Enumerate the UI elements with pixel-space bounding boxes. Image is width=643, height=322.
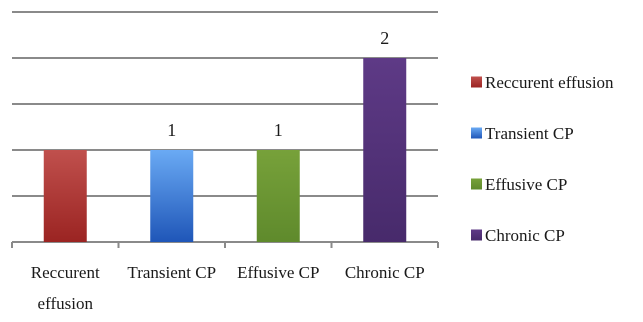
category-label-line: Reccurent [31,263,100,282]
legend-label-2: Transient CP [485,124,574,143]
data-label-3: 1 [274,120,283,140]
category-label-line: Transient CP [127,263,216,282]
category-label-line: Chronic CP [345,263,425,282]
category-label-line: effusion [38,294,94,313]
legend-swatch-3 [471,178,482,190]
legend-swatch-1 [471,76,482,88]
bar-3 [256,150,300,242]
data-label-4: 2 [380,28,389,48]
category-label-4: Chronic CP [345,263,425,282]
category-labels: Reccurent effusion Transient CP Effusive CP… [31,263,425,313]
legend-label-4: Chronic CP [485,226,565,245]
category-label-1: Reccurent effusion [31,263,100,313]
legend: Reccurent effusion Transient CP Effusive C… [471,73,614,245]
legend-swatch-2 [471,127,482,139]
data-labels: 1 1 2 [167,28,389,140]
x-axis [11,241,439,248]
category-label-2: Transient CP [127,263,216,282]
bars [43,58,407,242]
bar-1 [43,150,87,242]
bar-4 [363,58,407,242]
bar-2 [150,150,194,242]
legend-swatch-4 [471,229,482,241]
category-label-line: Effusive CP [237,263,319,282]
data-label-2: 1 [167,120,176,140]
legend-label-3: Effusive CP [485,175,567,194]
category-label-3: Effusive CP [237,263,319,282]
legend-label-1: Reccurent effusion [485,73,614,92]
